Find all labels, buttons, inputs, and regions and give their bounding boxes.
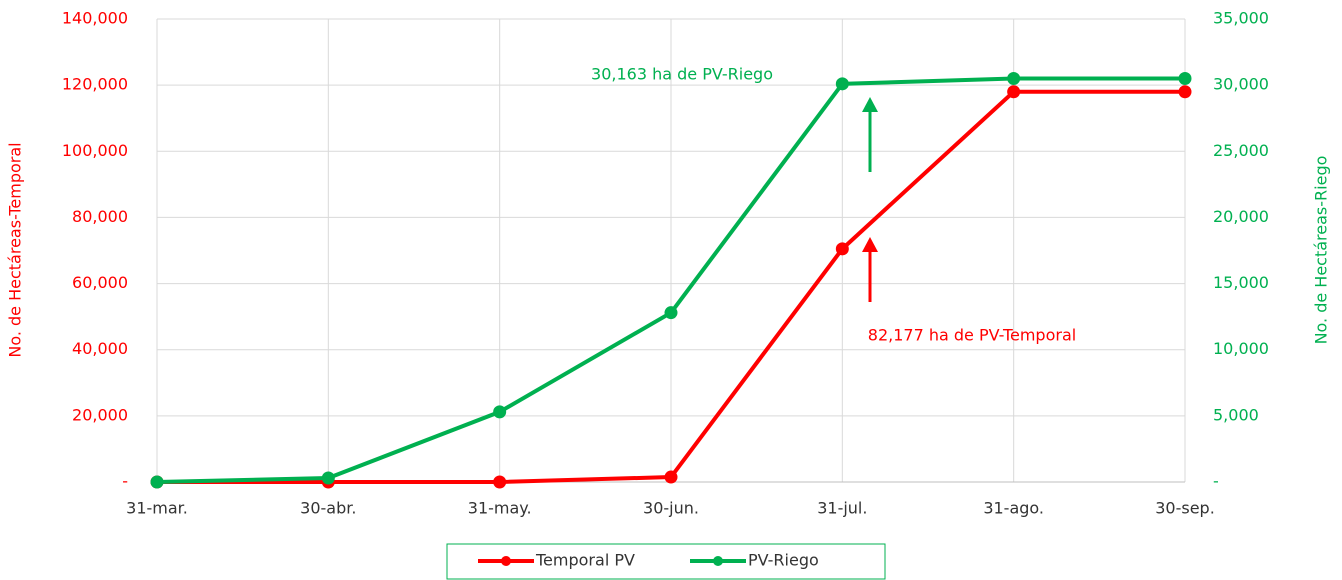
point	[493, 405, 507, 419]
point	[664, 470, 678, 484]
y-tick-label: -	[122, 472, 128, 491]
y-tick-label: 60,000	[72, 273, 128, 292]
point	[1178, 72, 1192, 86]
legend-swatch	[501, 556, 511, 566]
legend-label: Temporal PV	[535, 551, 635, 570]
x-tick-label: 31-may.	[468, 499, 532, 518]
annotation: 30,163 ha de PV-Riego	[591, 65, 773, 84]
x-tick-label: 31-mar.	[126, 499, 188, 518]
x-tick-label: 31-jul.	[817, 499, 867, 518]
y2-tick-label: 5,000	[1213, 405, 1259, 424]
x-tick-label: 31-ago.	[983, 499, 1044, 518]
grid	[156, 18, 1186, 483]
y2-tick-label: -	[1213, 472, 1219, 491]
x-tick-label: 30-abr.	[300, 499, 356, 518]
x-tick-label: 30-jun.	[643, 499, 699, 518]
point	[493, 475, 507, 489]
point	[150, 475, 164, 489]
point	[321, 471, 335, 485]
point	[835, 242, 849, 256]
point	[1007, 72, 1021, 86]
y2-axis-label: No. de Hectáreas-Riego	[1312, 156, 1331, 345]
point	[1178, 85, 1192, 99]
y-tick-label: 120,000	[62, 75, 128, 94]
point	[1007, 85, 1021, 99]
legend-swatch	[713, 556, 723, 566]
point	[835, 77, 849, 91]
y2-tick-label: 20,000	[1213, 207, 1269, 226]
y2-tick-label: 25,000	[1213, 141, 1269, 160]
y-tick-label: 100,000	[62, 141, 128, 160]
y2-tick-label: 10,000	[1213, 339, 1269, 358]
legend-label: PV-Riego	[748, 551, 819, 570]
y-tick-label: 20,000	[72, 405, 128, 424]
y2-tick-label: 35,000	[1213, 9, 1269, 28]
y2-tick-label: 30,000	[1213, 75, 1269, 94]
annotation: 82,177 ha de PV-Temporal	[868, 326, 1076, 345]
y-tick-label: 80,000	[72, 207, 128, 226]
y-tick-label: 40,000	[72, 339, 128, 358]
point	[664, 306, 678, 320]
y-tick-label: 140,000	[62, 9, 128, 28]
arrow	[862, 97, 878, 302]
y2-tick-label: 15,000	[1213, 273, 1269, 292]
x-tick-label: 30-sep.	[1155, 499, 1215, 518]
y-axis-label: No. de Hectáreas-Temporal	[6, 142, 25, 357]
